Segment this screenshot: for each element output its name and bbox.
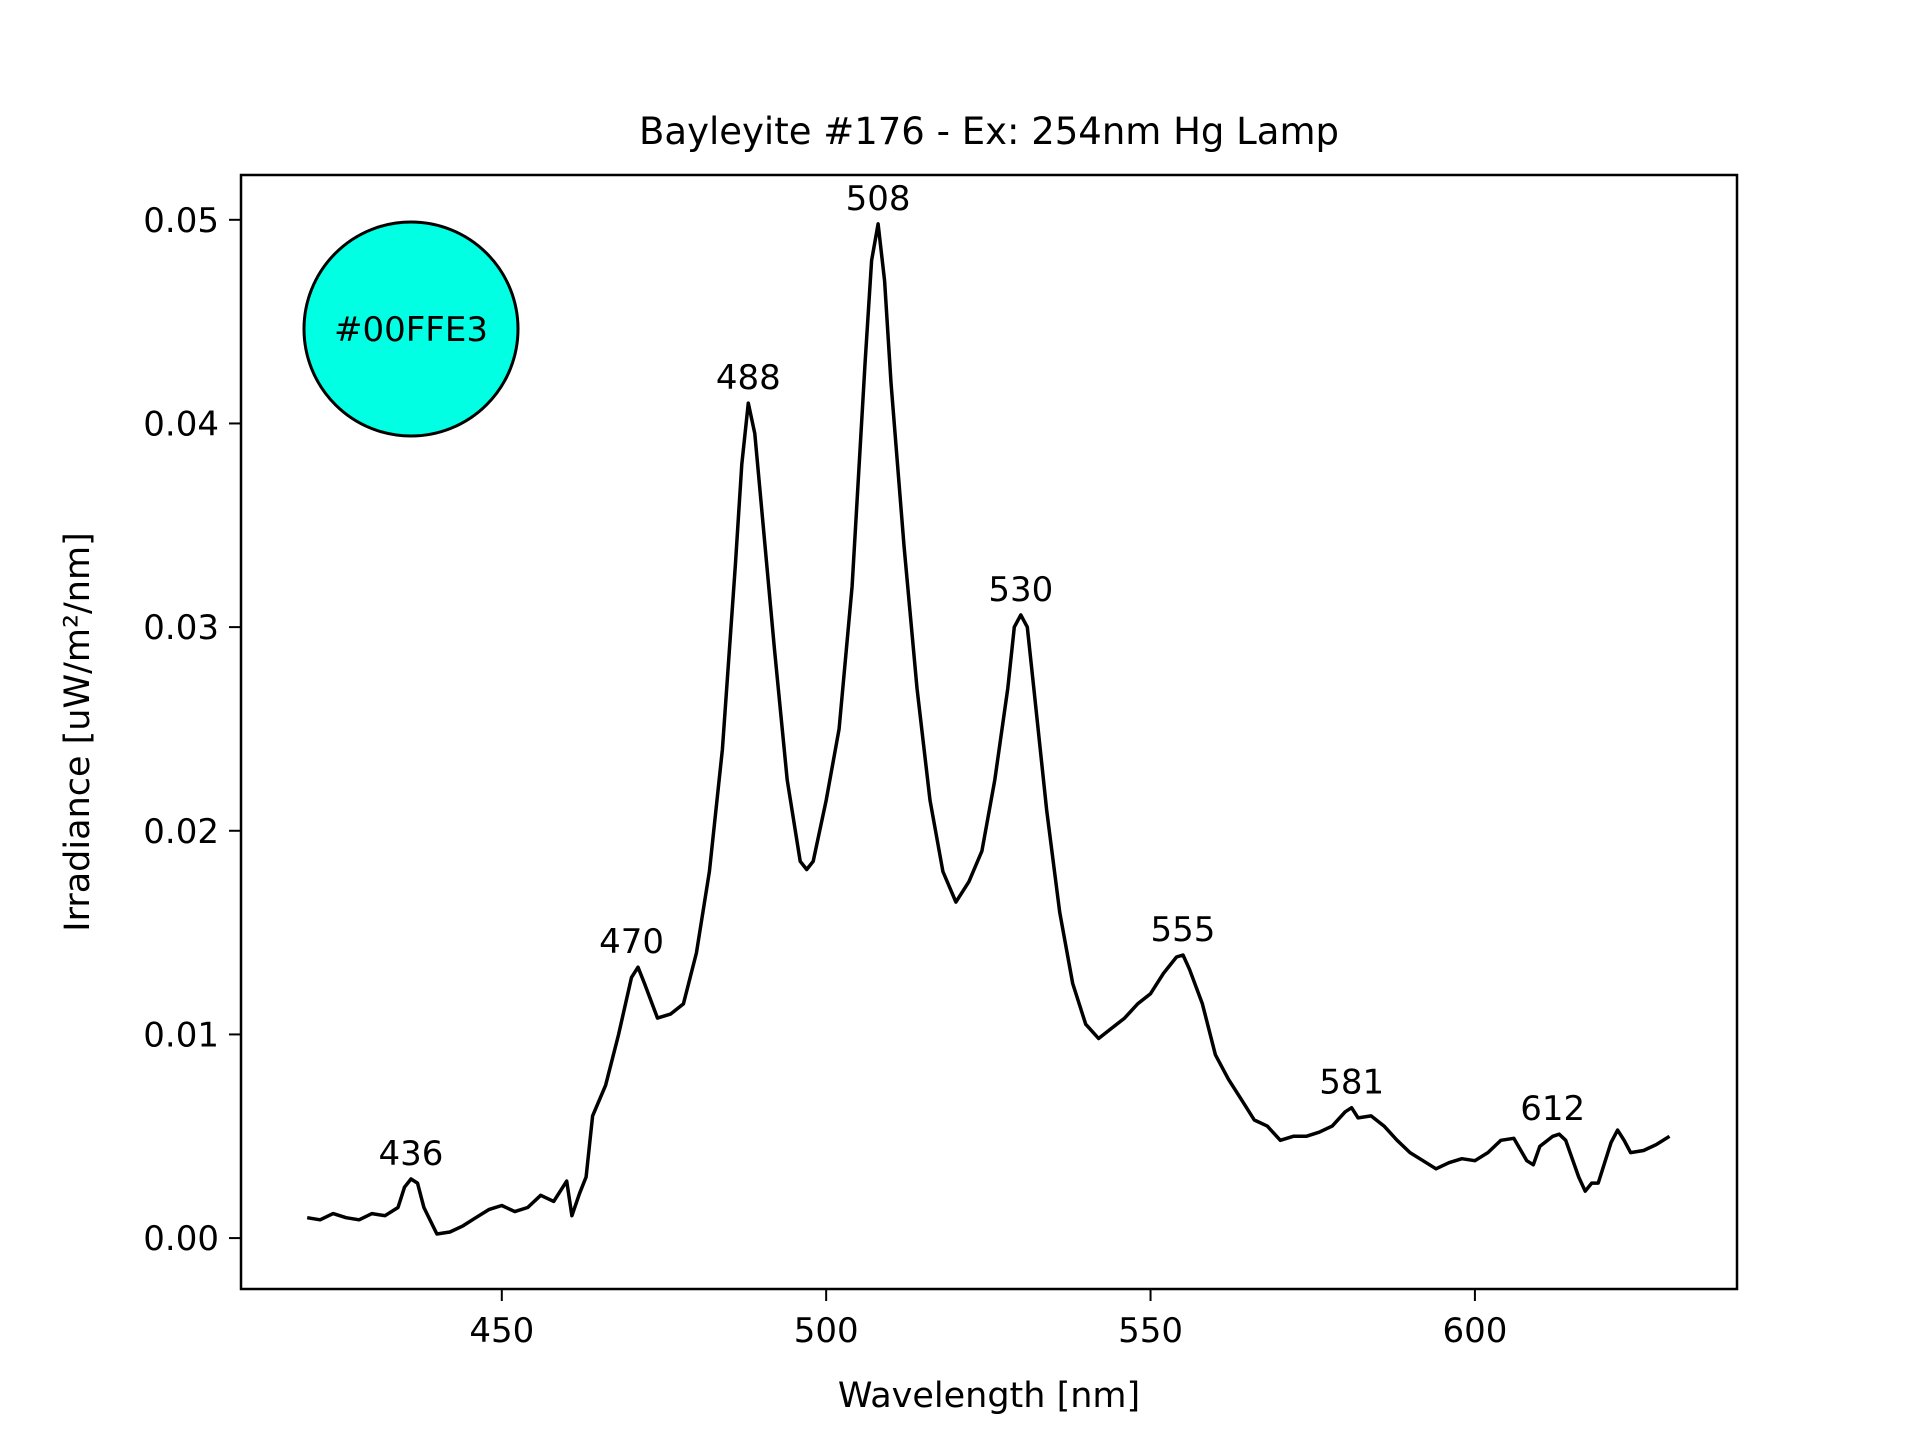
color-swatch-circle — [302, 220, 520, 438]
peak-label: 436 — [379, 1134, 444, 1174]
x-axis-label: Wavelength [nm] — [838, 1376, 1140, 1416]
y-tick-label: 0.04 — [143, 404, 219, 444]
peak-label: 612 — [1520, 1089, 1585, 1129]
x-tick-label: 500 — [794, 1311, 859, 1351]
chart-title: Bayleyite #176 - Ex: 254nm Hg Lamp — [639, 110, 1339, 153]
y-tick-label: 0.00 — [143, 1219, 219, 1259]
y-tick-label: 0.02 — [143, 812, 219, 852]
color-swatch-label: #00FFE3 — [334, 310, 488, 350]
peak-label: 555 — [1151, 910, 1216, 950]
y-axis-label: Irradiance [uW/m²/nm] — [58, 532, 98, 932]
peak-label: 508 — [846, 179, 911, 219]
y-tick-label: 0.05 — [143, 201, 219, 241]
peak-label: 488 — [716, 358, 781, 398]
plot-frame — [239, 173, 1739, 1291]
x-tick-label: 600 — [1442, 1311, 1507, 1351]
y-tick-label: 0.03 — [143, 608, 219, 648]
color-swatch: #00FFE3 — [302, 220, 520, 438]
peak-label: 530 — [988, 570, 1053, 610]
y-tick-label: 0.01 — [143, 1015, 219, 1055]
x-tick-label: 450 — [469, 1311, 534, 1351]
spectrum-line — [306, 222, 1671, 1236]
x-tick-label: 550 — [1118, 1311, 1183, 1351]
peak-label: 581 — [1319, 1063, 1384, 1103]
peak-label: 470 — [599, 922, 664, 962]
